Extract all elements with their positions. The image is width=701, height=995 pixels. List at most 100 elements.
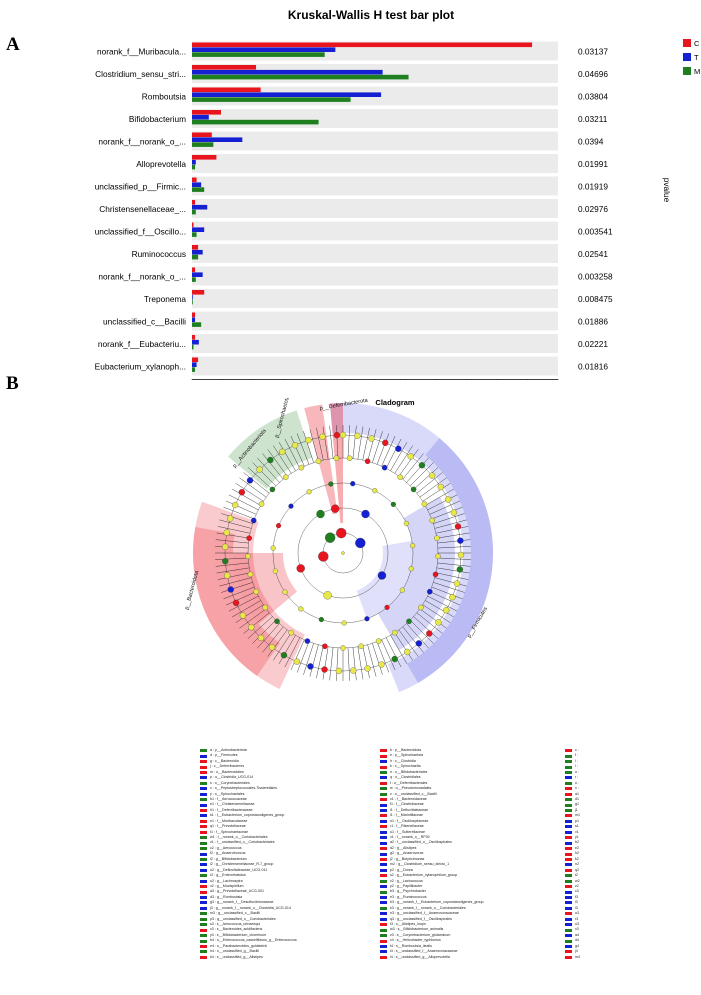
legend-entry-swatch xyxy=(200,912,207,916)
leaf-node xyxy=(227,515,234,522)
leaf-branch xyxy=(223,506,255,520)
legend-entry: m : o__Bacteroidales xyxy=(200,770,297,775)
clade-band-deferribacterota xyxy=(329,403,343,524)
row-background xyxy=(192,356,558,376)
legend-entry-label: r2 : g__Enterorhabdus xyxy=(210,873,246,878)
legend-entry-label: a : p__Actinobacteriota xyxy=(210,748,247,752)
legend-entry-swatch xyxy=(200,776,207,780)
class-node xyxy=(324,532,336,543)
leaf-node xyxy=(418,462,426,469)
leaf-branch xyxy=(431,586,463,600)
family-node xyxy=(364,616,370,622)
legend-entry-swatch xyxy=(200,770,207,774)
legend-entry-swatch xyxy=(200,787,207,791)
bar-T xyxy=(192,92,382,97)
legend-entry-label: v3 : s__Bacteroides_acidifaciens xyxy=(210,927,263,932)
family-node xyxy=(372,488,378,494)
legend-entry-swatch xyxy=(565,776,572,780)
legend-entry-label: x : xyxy=(575,786,579,791)
genus-node xyxy=(381,464,388,471)
legend-entry-label: a4 xyxy=(575,932,579,937)
legend-entry: m4 xyxy=(565,955,580,960)
legend-entry: v1 xyxy=(565,830,580,835)
leaf-node xyxy=(382,439,389,446)
genus-node xyxy=(346,455,353,461)
bar-M xyxy=(192,367,196,372)
legend-entry: r : xyxy=(565,775,580,780)
legend-entry: z2 xyxy=(565,884,580,889)
legend-entry-swatch xyxy=(200,814,207,818)
legend-entry-swatch xyxy=(380,809,387,813)
leaf-branch xyxy=(273,445,292,474)
family-node xyxy=(350,481,356,487)
pvalue-label: 0.01919 xyxy=(578,181,608,191)
legend-entry-label: f1 : f__Clostridiaceae xyxy=(390,802,424,807)
legend-entry: x2 : g__Mucispirillum xyxy=(200,884,297,889)
legend-entry-label: x3 xyxy=(575,927,579,932)
legend-swatch-M xyxy=(683,67,691,75)
genus-node xyxy=(434,535,440,541)
leaf-branch xyxy=(394,632,413,661)
legend-entry-swatch xyxy=(200,792,207,796)
legend-entry: e3 : g__Ruminococcus xyxy=(380,895,484,900)
legend-entry: h4 : s__unclassified_g__Bacilli xyxy=(200,949,297,954)
legend-entry-swatch xyxy=(200,906,207,910)
legend-entry: d4 xyxy=(565,938,580,943)
clade-band-bacteroidota xyxy=(193,501,305,689)
legend-entry-swatch xyxy=(380,917,387,921)
leaf-branch xyxy=(422,604,451,623)
genus-node xyxy=(298,464,305,471)
legend-entry-label: e3 : g__Ruminococcus xyxy=(390,894,427,899)
leaf-branch xyxy=(402,626,424,653)
legend-entry-swatch xyxy=(565,934,572,938)
leaf-branch xyxy=(223,586,255,600)
pvalue-label: 0.01816 xyxy=(578,361,608,371)
family-node xyxy=(403,520,409,526)
legend-entry-swatch xyxy=(200,890,207,894)
legend-entry: q3 : g__unclassified_f__Oscillospirales xyxy=(380,917,484,922)
legend-entry: j4 xyxy=(565,949,580,954)
leaf-branch xyxy=(367,644,377,677)
legend-entry-swatch xyxy=(380,885,387,889)
legend-entry-label: u2 : g__Lachnospira xyxy=(210,878,243,883)
legend-entry: u2 : g__Lachnospira xyxy=(200,879,297,884)
legend-entry: l3 xyxy=(565,906,580,911)
legend-entry: u3 xyxy=(565,922,580,927)
legend-entry-swatch xyxy=(380,781,387,785)
legend-entry-label: w2 xyxy=(575,878,580,883)
legend-entry-label: c1 : f__Bacteroidaceae xyxy=(390,796,427,801)
leaf-branch xyxy=(239,477,267,498)
bar-C xyxy=(192,87,261,93)
leaf-branch xyxy=(437,539,471,544)
leaf-branch xyxy=(243,472,270,494)
leaf-branch xyxy=(243,612,270,634)
family-node xyxy=(276,523,282,529)
legend-entry-swatch xyxy=(565,863,572,867)
leaf-branch xyxy=(252,620,276,644)
leaf-branch xyxy=(278,442,296,471)
legend-entry-swatch xyxy=(380,890,387,894)
legend-entry: s1 xyxy=(565,824,580,829)
bar-M xyxy=(192,209,196,215)
legend-entry-label: z3 : s__Corynebacterium_glutamicum xyxy=(390,932,451,937)
genus-node xyxy=(340,645,346,651)
leaf-node xyxy=(457,551,465,559)
legend-swatch-C xyxy=(683,39,691,47)
legend-entry-swatch xyxy=(200,944,207,948)
legend-entry: k4 : s__unclassified_g__Alistipes xyxy=(200,955,297,960)
clade-band-firmicutes-inner xyxy=(407,438,493,683)
leaf-node xyxy=(450,509,458,516)
row-background xyxy=(192,244,558,263)
leaf-branch xyxy=(425,488,454,506)
leaf-branch xyxy=(347,647,350,681)
chart-title: Kruskal-Wallis H test bar plot xyxy=(288,8,454,22)
legend-entry: p2 : g__Dorea xyxy=(380,868,484,873)
legend-entry: h3 : g__norank_f__Eubacterium_coprostano… xyxy=(380,900,484,905)
legend-entry: k2 xyxy=(565,857,580,862)
legend-entry: w : o__Pseudomonadales xyxy=(380,786,484,791)
legend-entry: o1 : f__Oscillospiraceae xyxy=(380,819,484,824)
leaf-node xyxy=(268,644,276,651)
leaf-branch xyxy=(215,546,249,549)
legend-entry: u1 : f__Sutterellaceae xyxy=(380,830,484,835)
leaf-node xyxy=(368,435,375,442)
